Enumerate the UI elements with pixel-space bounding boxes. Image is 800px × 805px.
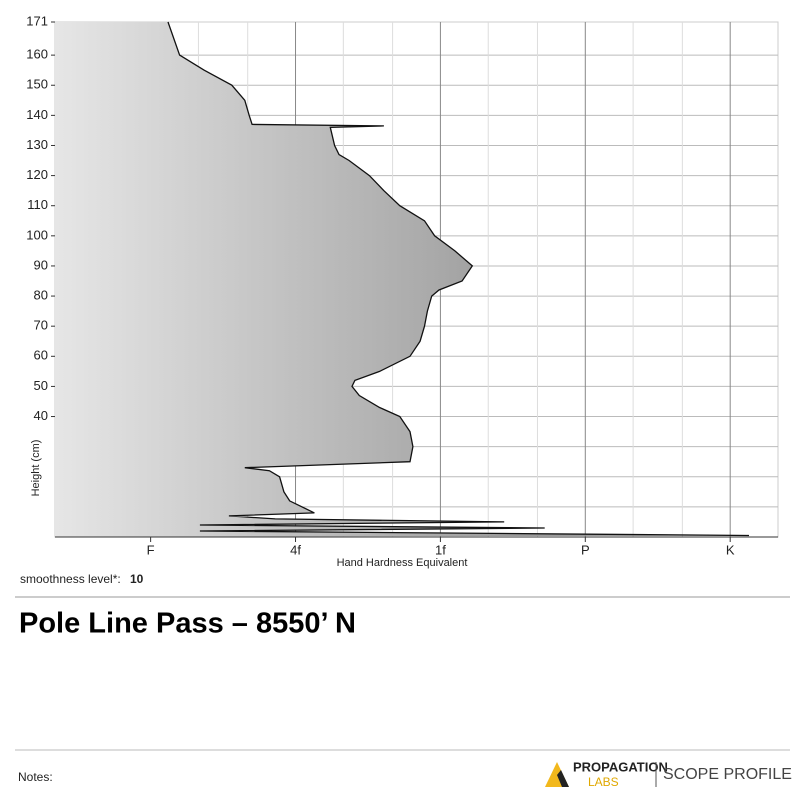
- x-tick-label: 4f: [290, 542, 301, 557]
- y-tick-label: 80: [34, 288, 48, 303]
- y-tick-label: 50: [34, 378, 48, 393]
- smoothness-value: 10: [130, 572, 144, 586]
- y-tick-label: 60: [34, 348, 48, 363]
- logo-icon: [557, 770, 569, 787]
- y-tick-label: 70: [34, 318, 48, 333]
- y-tick-label: 160: [26, 47, 48, 62]
- y-tick-label: 110: [27, 197, 48, 212]
- profile-area: [55, 22, 749, 537]
- y-tick-label: 150: [26, 77, 48, 92]
- x-tick-label: 1f: [435, 542, 446, 557]
- title: Pole Line Pass – 8550’ N: [19, 608, 356, 640]
- x-tick-label: K: [726, 542, 735, 557]
- y-tick-label: 171: [26, 13, 48, 28]
- y-tick-label: 100: [26, 227, 48, 242]
- y-tick-label: 40: [34, 408, 48, 423]
- profile-line: [167, 21, 750, 537]
- smoothness-label: smoothness level*:: [20, 572, 121, 586]
- product-name: SCOPE PROFILE: [663, 766, 792, 783]
- logo-text: PROPAGATION: [573, 759, 668, 774]
- y-tick-label: 140: [26, 107, 48, 122]
- y-tick-label: 130: [26, 137, 48, 152]
- x-axis-title: Hand Hardness Equivalent: [337, 557, 468, 569]
- x-tick-label: P: [581, 542, 590, 557]
- notes-label: Notes:: [18, 770, 53, 784]
- x-tick-label: F: [147, 542, 155, 557]
- logo-text: LABS: [588, 775, 619, 789]
- y-tick-label: 90: [34, 257, 48, 272]
- y-tick-label: 120: [26, 167, 48, 182]
- y-axis-title: Height (cm): [30, 440, 42, 497]
